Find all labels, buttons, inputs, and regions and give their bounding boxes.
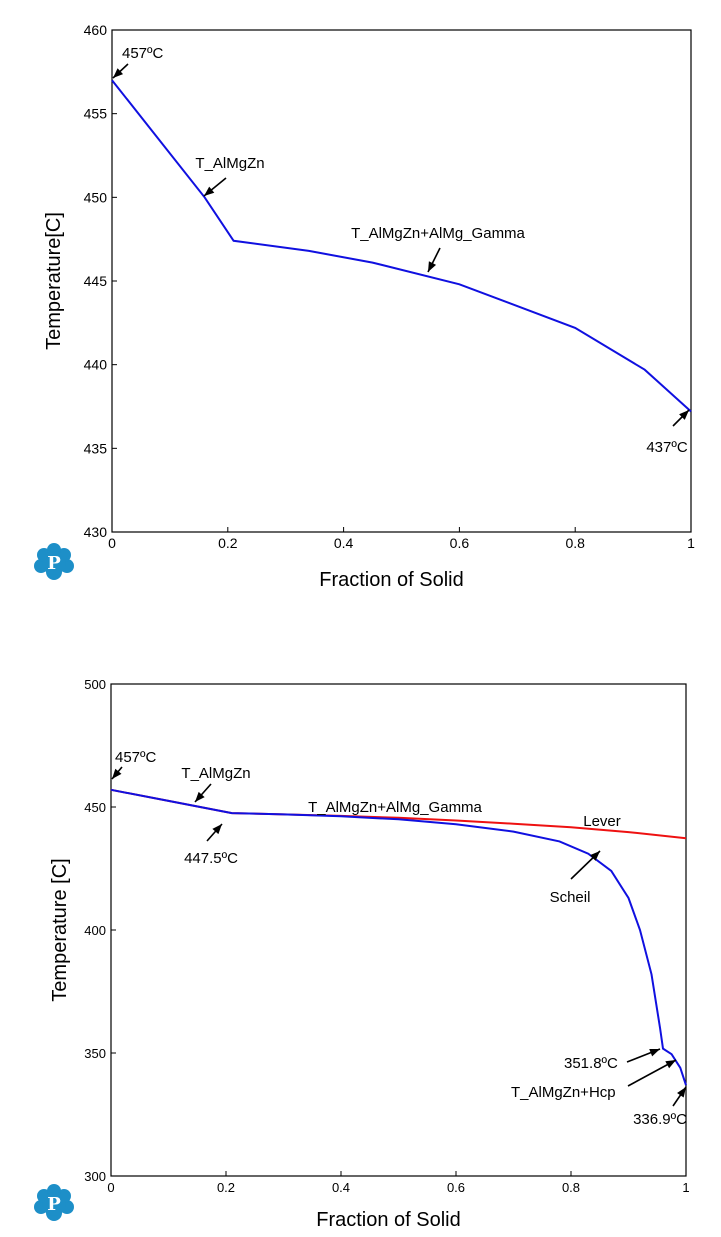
chart-2-x-tick-label: 0.6: [447, 1180, 465, 1195]
chart-2-annotation-arrow-head: [665, 1060, 676, 1069]
chart-2-x-tick-label: 0.4: [332, 1180, 350, 1195]
chart-1-x-tick-label: 1: [687, 535, 695, 551]
chart-2-annotation: T_AlMgZn+AlMg_Gamma: [308, 799, 482, 816]
chart-1-annotation: 457ºC: [122, 45, 164, 62]
chart-1-annotation: 437ºC: [646, 439, 688, 456]
chart-1-annotation: T_AlMgZn: [195, 155, 264, 172]
chart-2-x-axis-label: Fraction of Solid: [316, 1209, 461, 1231]
chart-1-series-1-line: [111, 79, 692, 413]
chart-2-logo: P: [34, 1184, 74, 1221]
chart-1-y-axis-label: Temperature[C]: [43, 212, 65, 350]
chart-2-annotation: 336.9ºC: [633, 1111, 687, 1128]
chart-2-x-tick-label: 0.2: [217, 1180, 235, 1195]
chart-2-annotation: 351.8ºC: [564, 1055, 618, 1072]
chart-2-annotation: 457ºC: [115, 749, 157, 766]
chart-2-y-tick-label: 300: [84, 1169, 106, 1184]
chart-2-y-tick-label: 450: [84, 800, 106, 815]
chart-1-y-tick-label: 440: [84, 357, 108, 373]
svg-text:P: P: [47, 553, 61, 574]
chart-2-x-tick-label: 0: [107, 1180, 114, 1195]
chart-1-y-tick-label: 445: [84, 273, 108, 289]
chart-1-x-tick-label: 0: [108, 535, 116, 551]
chart-1-y-tick-label: 435: [84, 440, 108, 456]
chart-1-annotation-arrow-head: [428, 261, 437, 272]
chart-1: P 0 0.2 0.4 0.6 0.8 1 430 435 440 445 450 455 460 Fra…: [34, 22, 695, 591]
chart-2-annotation-arrow-head: [195, 791, 205, 802]
chart-2-annotation: Lever: [583, 813, 621, 830]
chart-2-annotation-arrow-head: [677, 1087, 686, 1098]
chart-2-y-tick-label: 400: [84, 923, 106, 938]
chart-2-annotation: T_AlMgZn: [181, 765, 250, 782]
chart-1-x-tick-label: 0.2: [218, 535, 238, 551]
chart-1-x-tick-label: 0.4: [334, 535, 354, 551]
chart-1-y-tick-label: 430: [84, 524, 108, 540]
chart-2-annotation-arrow-head: [590, 851, 600, 861]
chart-2-annotation-arrow-head: [212, 824, 222, 835]
svg-text:P: P: [47, 1194, 61, 1215]
chart-2: P 0 0.2 0.4 0.6 0.8 1 300 350 400 450 500 Fraction …: [34, 677, 690, 1231]
chart-2-plot-frame: [110, 683, 687, 1177]
chart-1-plot-frame: [111, 29, 692, 533]
chart-2-y-axis-label: Temperature [C]: [49, 858, 71, 1001]
chart-2-x-tick-label: 0.8: [562, 1180, 580, 1195]
chart-2-annotation: Scheil: [550, 889, 591, 906]
chart-1-y-tick-label: 460: [84, 22, 108, 38]
chart-1-y-tick-label: 455: [84, 106, 108, 122]
chart-1-annotation-arrow-head: [204, 186, 215, 196]
chart-2-scheil-line: [110, 788, 687, 1086]
chart-1-x-tick-label: 0.6: [450, 535, 470, 551]
chart-2-y-tick-label: 350: [84, 1046, 106, 1061]
chart-2-annotation-arrow-head: [649, 1048, 660, 1057]
chart-1-logo: P: [34, 543, 74, 580]
chart-1-y-tick-label: 450: [84, 189, 108, 205]
chart-1-annotation-arrow-head: [113, 68, 124, 78]
chart-1-x-axis-label: Fraction of Solid: [319, 569, 464, 591]
chart-2-y-tick-label: 500: [84, 677, 106, 692]
chart-1-x-tick-label: 0.8: [565, 535, 585, 551]
chart-1-annotation: T_AlMgZn+AlMg_Gamma: [351, 225, 525, 242]
chart-2-x-tick-label: 1: [682, 1180, 689, 1195]
chart-2-annotation-arrow-head: [112, 768, 122, 779]
chart-1-annotation-arrow-head: [679, 410, 689, 420]
chart-2-annotation: T_AlMgZn+Hcp: [511, 1084, 616, 1101]
chart-2-annotation: 447.5ºC: [184, 850, 238, 867]
